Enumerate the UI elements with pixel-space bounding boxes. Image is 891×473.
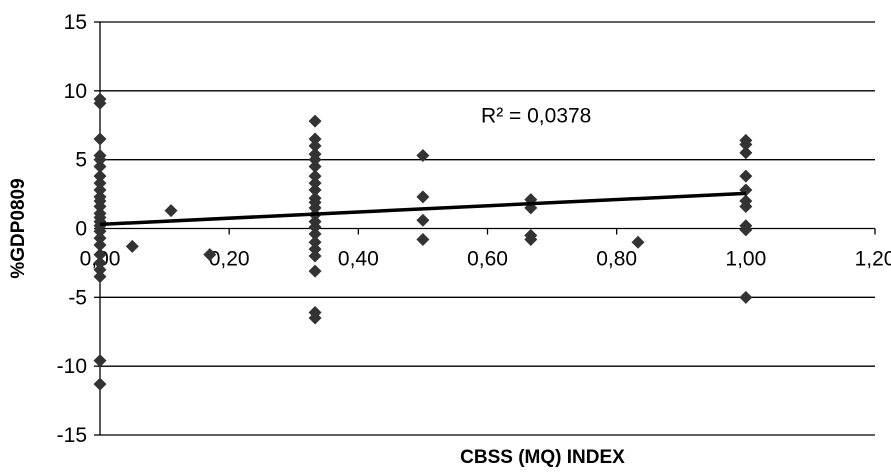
- data-point: [308, 249, 322, 263]
- y-tick-label: 15: [64, 11, 87, 34]
- x-tick-label: 0,40: [338, 248, 379, 271]
- data-point: [93, 270, 107, 284]
- y-axis-title: %GDP0809: [8, 178, 29, 278]
- data-point: [125, 239, 139, 253]
- y-tick-label: 10: [64, 80, 87, 103]
- data-point: [416, 190, 430, 204]
- data-point: [93, 263, 107, 277]
- data-point: [93, 377, 107, 391]
- trendline: [99, 191, 746, 227]
- x-tick-label: 0,60: [467, 248, 508, 271]
- data-point: [308, 169, 322, 183]
- data-point: [308, 176, 322, 190]
- data-point: [416, 149, 430, 163]
- data-point: [93, 176, 107, 190]
- data-point: [93, 354, 107, 368]
- data-point: [93, 169, 107, 183]
- data-point: [739, 290, 753, 304]
- data-point: [739, 138, 753, 152]
- data-point: [308, 311, 322, 325]
- data-point: [93, 160, 107, 174]
- data-point: [416, 233, 430, 247]
- y-tick-label: 0: [75, 218, 87, 241]
- data-point: [308, 183, 322, 197]
- y-tick-labels: 15 10 5 0 -5 -10 -15: [57, 11, 87, 447]
- data-point: [93, 153, 107, 167]
- data-point: [739, 146, 753, 160]
- data-point: [308, 160, 322, 174]
- data-points: [93, 92, 753, 391]
- x-tick-label: 1,20: [855, 248, 891, 271]
- data-point: [739, 169, 753, 183]
- data-point: [93, 231, 107, 245]
- data-point: [93, 248, 107, 262]
- data-point: [93, 238, 107, 252]
- data-point: [93, 224, 107, 238]
- y-tick-label: -10: [57, 355, 87, 378]
- x-tick-label: 0,20: [209, 248, 250, 271]
- data-point: [308, 114, 322, 128]
- data-point: [739, 199, 753, 213]
- data-point: [308, 139, 322, 153]
- data-point: [308, 132, 322, 146]
- data-point: [308, 153, 322, 167]
- trendline-group: [99, 191, 746, 227]
- data-point: [524, 233, 538, 247]
- x-tick-label: 1,00: [725, 248, 766, 271]
- data-point: [164, 204, 178, 218]
- x-tick-labels: 0,000,200,400,600,801,001,20: [80, 248, 891, 271]
- data-point: [416, 213, 430, 227]
- data-point: [93, 132, 107, 146]
- data-point: [308, 242, 322, 256]
- x-axis-title: CBSS (MQ) INDEX: [460, 447, 625, 468]
- y-tick-label: -15: [57, 424, 87, 447]
- data-point: [203, 248, 217, 262]
- data-point: [739, 223, 753, 237]
- data-point: [93, 256, 107, 270]
- r-squared-annotation: R² = 0,0378: [481, 105, 591, 128]
- data-point: [308, 235, 322, 249]
- data-point: [308, 220, 322, 234]
- data-point: [308, 264, 322, 278]
- data-point: [93, 96, 107, 110]
- data-point: [631, 235, 645, 249]
- x-tick-label: 0,80: [596, 248, 637, 271]
- data-point: [308, 227, 322, 241]
- data-point: [93, 183, 107, 197]
- y-tick-label: -5: [68, 286, 87, 309]
- y-tick-label: 5: [75, 149, 87, 172]
- data-point: [308, 201, 322, 215]
- data-point: [93, 199, 107, 213]
